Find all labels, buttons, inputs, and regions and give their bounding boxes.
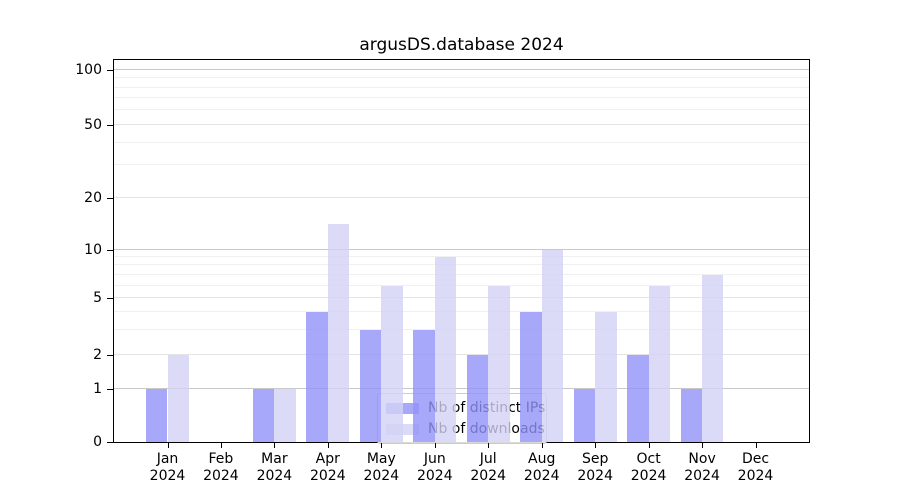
bar-distinct-ips: [466, 355, 489, 442]
gridline: [114, 86, 809, 88]
x-tick-label: Jun 2024: [416, 451, 453, 484]
x-tick-mark: [274, 443, 276, 448]
bar-downloads: [648, 285, 670, 442]
y-tick-label: 0: [93, 434, 102, 450]
bar-downloads: [327, 224, 350, 442]
plot-area: Nb of distinct IPs Nb of downloads: [113, 59, 810, 444]
x-tick-label: Feb 2024: [203, 451, 239, 484]
x-tick-mark: [220, 443, 222, 448]
chart-title: argusDS.database 2024: [359, 35, 564, 55]
bar-distinct-ips: [253, 389, 275, 442]
gridline: [114, 248, 809, 250]
x-tick-label: Sep 2024: [577, 451, 613, 484]
bar-downloads: [541, 249, 564, 442]
gridline: [114, 297, 809, 299]
x-tick-label: Mar 2024: [256, 451, 293, 484]
y-tick-label: 1: [93, 381, 102, 398]
bar-distinct-ips: [520, 312, 542, 442]
x-tick-mark: [648, 443, 650, 448]
bar-downloads: [595, 312, 617, 442]
y-tick-label: 2: [93, 347, 102, 364]
gridline: [114, 97, 809, 99]
x-tick-label: Jul 2024: [470, 451, 506, 484]
x-tick-label: Nov 2024: [684, 451, 720, 484]
gridline: [114, 164, 809, 166]
x-tick-label: Oct 2024: [630, 451, 667, 484]
bar-downloads: [381, 285, 403, 442]
gridline: [114, 354, 809, 356]
x-tick-mark: [327, 443, 329, 448]
x-tick-label: Jan 2024: [149, 451, 186, 484]
bar-distinct-ips: [146, 389, 168, 442]
y-tick-label: 10: [84, 241, 102, 258]
x-tick-mark: [702, 443, 704, 448]
legend-item-distinct-ips: Nb of distinct IPs: [386, 400, 545, 416]
bar-downloads: [488, 285, 510, 442]
gridline: [114, 311, 809, 313]
gridline: [114, 196, 809, 198]
bar-distinct-ips: [573, 389, 596, 442]
y-tick-label: 50: [84, 116, 102, 133]
bar-downloads: [702, 274, 724, 442]
x-tick-mark: [595, 443, 597, 448]
bar-distinct-ips: [627, 355, 649, 442]
bar-downloads: [167, 355, 189, 442]
gridline: [114, 264, 809, 266]
bar-distinct-ips: [359, 330, 382, 442]
x-tick-mark: [755, 443, 757, 448]
gridline: [114, 141, 809, 143]
x-tick-label: Dec 2024: [737, 451, 774, 484]
gridline: [114, 329, 809, 331]
gridline: [114, 69, 809, 70]
gridline: [114, 273, 809, 275]
gridline: [114, 255, 809, 257]
x-tick-label: May 2024: [363, 451, 400, 484]
bar-downloads: [434, 256, 457, 442]
bar-downloads: [274, 389, 296, 442]
gridline: [114, 388, 809, 390]
x-tick-label: Aug 2024: [523, 451, 560, 484]
gridline: [114, 123, 809, 125]
gridline: [114, 77, 809, 79]
bar-distinct-ips: [413, 330, 435, 442]
y-tick-label: 5: [93, 290, 102, 307]
legend-item-downloads: Nb of downloads: [386, 421, 545, 437]
x-tick-label: Apr 2024: [309, 451, 346, 484]
gridline: [114, 284, 809, 286]
y-tick-label: 20: [84, 189, 102, 206]
bar-distinct-ips: [306, 312, 328, 442]
bar-distinct-ips: [680, 389, 703, 442]
y-tick-label: 100: [75, 62, 102, 78]
gridline: [114, 109, 809, 111]
x-tick-mark: [167, 443, 169, 448]
